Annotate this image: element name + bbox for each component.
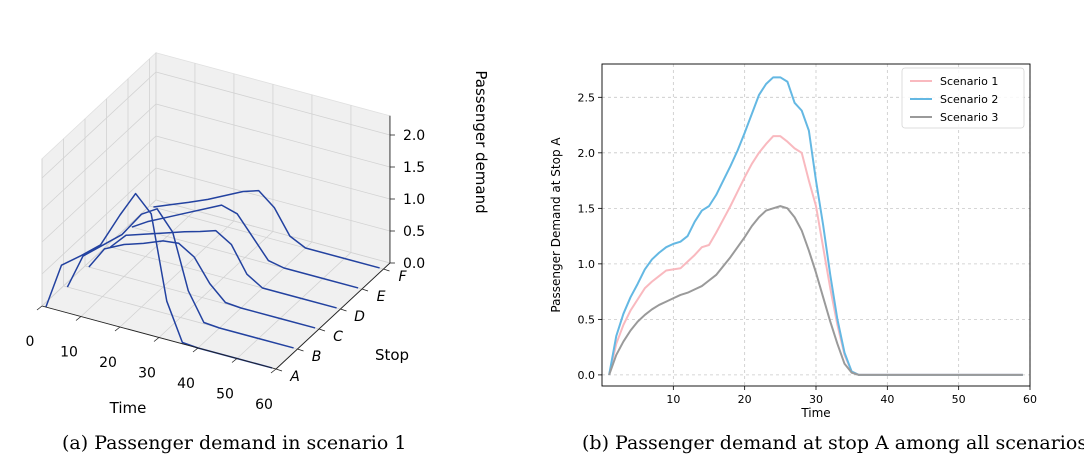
stop-tick-mark	[318, 328, 326, 332]
x-tick-label: 50	[952, 393, 966, 406]
time-tick-label: 40	[177, 376, 195, 392]
stop-tick-mark	[361, 288, 369, 292]
time-tick-label: 20	[99, 355, 117, 371]
floor-gridline-time	[236, 252, 352, 359]
time-tick-label: 10	[60, 345, 78, 361]
series-line-scenario-1	[608, 135, 1023, 376]
wall-gridline-z	[41, 103, 157, 211]
y-tick-label: 0.5	[578, 313, 596, 326]
z-tick-label: 1.5	[403, 160, 425, 176]
time-tick-label: 50	[216, 387, 234, 403]
stop-axis-label: Stop	[375, 346, 409, 364]
z-tick-label: 2.0	[403, 128, 425, 144]
stop-tick-label-E: E	[377, 289, 386, 305]
figure-a-3d-demand: 0 10 20 30 40 50 60 Time A B C D E F Stop 0.0 0.5 1.0 1.5 2…	[0, 0, 540, 420]
wall-gridline-z	[41, 199, 157, 307]
y-tick-label: 2.0	[578, 147, 596, 160]
wall-gridline-z	[155, 167, 391, 232]
x-axis-label: Time	[800, 406, 830, 420]
caption-a: (a) Passenger demand in scenario 1	[62, 432, 407, 454]
wall-gridline-z	[41, 71, 157, 179]
stop-tick-label-D: D	[354, 309, 365, 325]
stop-tick-label-C: C	[333, 329, 343, 345]
x-tick-label: 10	[666, 393, 680, 406]
figure-b-line-chart: 10 20 30 40 50 60 0.0 0.5 1.0 1.5 2.0 2.5 Time Passen…	[540, 0, 1084, 420]
time-tick-label: 60	[255, 397, 273, 413]
stop-tick-mark	[297, 348, 304, 352]
stop-line-C	[88, 240, 316, 329]
chart-b-svg: 10 20 30 40 50 60 0.0 0.5 1.0 1.5 2.0 2.5 Time Passen…	[549, 63, 1037, 420]
y-axis-label: Passenger Demand at Stop A	[549, 137, 563, 313]
x-tick-label: 20	[738, 393, 752, 406]
stop-line-D	[109, 229, 337, 309]
time-tick-mark	[192, 347, 199, 353]
wall-gridline-z	[155, 103, 391, 168]
floor-gridline-time	[119, 220, 235, 328]
caption-b: (b) Passenger demand at stop A among all…	[582, 432, 1084, 454]
wall-gridline-z	[155, 71, 391, 136]
stop-tick-mark	[340, 308, 347, 312]
x-tick-label: 30	[809, 393, 823, 406]
x-tick-label: 40	[880, 393, 894, 406]
y-tick-label: 1.0	[578, 258, 596, 271]
y-tick-label: 1.5	[578, 202, 596, 215]
legend-label-scenario-1: Scenario 1	[940, 75, 998, 88]
z-tick-label: 0.0	[403, 256, 425, 272]
stop-tick-mark	[275, 368, 283, 372]
legend-label-scenario-3: Scenario 3	[940, 111, 998, 124]
plot-frame	[601, 63, 1031, 387]
floor-gridline-time	[158, 231, 274, 338]
stop-tick-mark	[383, 268, 390, 272]
stop-tick-label-A: A	[289, 369, 300, 385]
z-axis-label: Passenger demand	[472, 70, 490, 213]
y-tick-label: 2.5	[578, 91, 596, 104]
wall-gridline-z	[41, 167, 157, 275]
series-line-scenario-3	[608, 205, 1023, 376]
stop-tick-label-F: F	[398, 269, 407, 285]
time-tick-mark	[75, 316, 82, 321]
legend-box	[901, 67, 1025, 129]
time-axis-label: Time	[109, 399, 147, 417]
wall-gridline-z	[155, 135, 391, 200]
floor-gridline-time	[197, 241, 313, 349]
floor-gridline-time	[80, 210, 196, 317]
x-tick-label: 60	[1023, 393, 1037, 406]
stop-line-F	[153, 189, 380, 269]
time-tick-label: 30	[138, 366, 156, 382]
time-tick-mark	[270, 368, 277, 374]
time-tick-mark	[36, 305, 43, 311]
z-tick-label: 0.5	[403, 224, 425, 240]
stop-axis-line	[275, 262, 391, 370]
time-tick-mark	[231, 358, 238, 363]
stop-line-B	[66, 208, 294, 349]
y-tick-label: 0.0	[578, 369, 596, 382]
legend-label-scenario-2: Scenario 2	[940, 93, 998, 106]
z-tick-label: 1.0	[403, 192, 425, 208]
time-tick-mark	[153, 337, 160, 342]
stop-tick-label-B: B	[312, 349, 322, 365]
time-tick-label: 0	[26, 334, 35, 350]
time-tick-mark	[114, 326, 121, 332]
wall-gridline-z	[41, 135, 157, 243]
